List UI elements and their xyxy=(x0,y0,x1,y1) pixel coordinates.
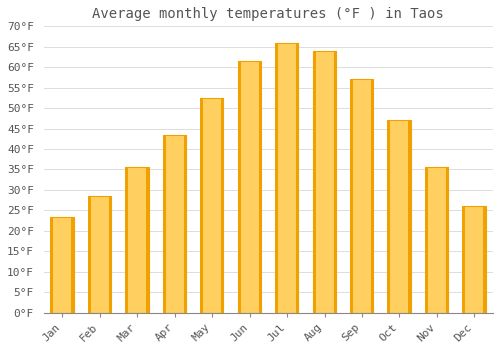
Bar xyxy=(109,196,112,313)
Bar xyxy=(146,167,150,313)
Bar xyxy=(51,217,74,313)
Bar xyxy=(371,79,374,313)
Bar xyxy=(276,43,298,313)
Bar xyxy=(350,79,373,313)
Bar xyxy=(163,135,166,313)
Bar xyxy=(238,61,261,313)
Bar xyxy=(446,167,449,313)
Bar xyxy=(258,61,262,313)
Bar xyxy=(200,98,203,313)
Bar xyxy=(72,217,74,313)
Bar xyxy=(463,206,485,313)
Bar xyxy=(275,43,278,313)
Bar xyxy=(201,98,224,313)
Bar xyxy=(88,196,91,313)
Bar xyxy=(126,167,128,313)
Bar xyxy=(350,79,353,313)
Title: Average monthly temperatures (°F ) in Taos: Average monthly temperatures (°F ) in Ta… xyxy=(92,7,444,21)
Bar xyxy=(296,43,299,313)
Bar xyxy=(126,167,148,313)
Bar xyxy=(312,51,316,313)
Bar xyxy=(425,167,428,313)
Bar xyxy=(388,120,410,313)
Bar xyxy=(462,206,466,313)
Bar xyxy=(221,98,224,313)
Bar xyxy=(164,135,186,313)
Bar xyxy=(50,217,53,313)
Bar xyxy=(184,135,186,313)
Bar xyxy=(238,61,240,313)
Bar xyxy=(426,167,448,313)
Bar xyxy=(314,51,336,313)
Bar xyxy=(88,196,111,313)
Bar xyxy=(408,120,412,313)
Bar xyxy=(388,120,390,313)
Bar xyxy=(484,206,486,313)
Bar xyxy=(334,51,336,313)
